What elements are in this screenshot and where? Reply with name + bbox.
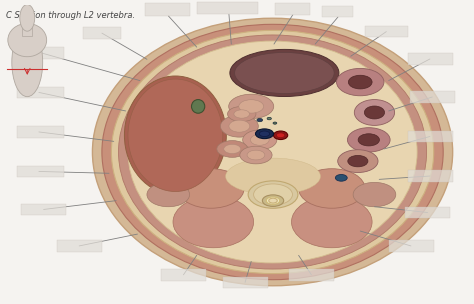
- Ellipse shape: [234, 110, 249, 118]
- Ellipse shape: [102, 24, 443, 280]
- Ellipse shape: [257, 119, 263, 122]
- Ellipse shape: [348, 155, 368, 167]
- Ellipse shape: [224, 144, 241, 154]
- Ellipse shape: [348, 75, 372, 89]
- Ellipse shape: [239, 100, 264, 113]
- Ellipse shape: [355, 100, 394, 126]
- Ellipse shape: [111, 30, 434, 274]
- Ellipse shape: [347, 128, 390, 152]
- Ellipse shape: [337, 68, 384, 96]
- Ellipse shape: [273, 131, 288, 140]
- FancyBboxPatch shape: [57, 240, 102, 252]
- Ellipse shape: [147, 182, 190, 207]
- FancyBboxPatch shape: [145, 3, 190, 16]
- Ellipse shape: [262, 195, 283, 206]
- FancyBboxPatch shape: [197, 2, 258, 14]
- FancyBboxPatch shape: [275, 3, 310, 15]
- FancyBboxPatch shape: [17, 166, 64, 177]
- Ellipse shape: [173, 196, 254, 248]
- FancyBboxPatch shape: [389, 240, 434, 252]
- FancyBboxPatch shape: [405, 207, 450, 218]
- FancyBboxPatch shape: [17, 126, 64, 138]
- Ellipse shape: [240, 146, 272, 164]
- FancyBboxPatch shape: [408, 53, 453, 65]
- FancyBboxPatch shape: [21, 204, 66, 215]
- FancyBboxPatch shape: [322, 6, 353, 17]
- Ellipse shape: [226, 158, 320, 195]
- Ellipse shape: [229, 120, 250, 132]
- Ellipse shape: [269, 198, 277, 203]
- Ellipse shape: [299, 169, 365, 208]
- Ellipse shape: [243, 130, 277, 150]
- FancyBboxPatch shape: [83, 27, 121, 39]
- Ellipse shape: [337, 150, 378, 173]
- Text: C Section through L2 vertebra.: C Section through L2 vertebra.: [6, 11, 135, 20]
- FancyBboxPatch shape: [408, 170, 453, 182]
- Ellipse shape: [273, 122, 277, 124]
- Ellipse shape: [247, 150, 265, 160]
- Ellipse shape: [124, 76, 226, 195]
- Ellipse shape: [118, 35, 427, 269]
- Ellipse shape: [8, 23, 46, 57]
- FancyBboxPatch shape: [223, 277, 268, 288]
- Ellipse shape: [20, 5, 35, 31]
- Ellipse shape: [335, 174, 347, 181]
- FancyBboxPatch shape: [365, 26, 408, 37]
- Ellipse shape: [230, 49, 339, 97]
- Ellipse shape: [228, 94, 274, 119]
- Ellipse shape: [191, 99, 205, 113]
- Ellipse shape: [358, 134, 379, 146]
- FancyBboxPatch shape: [161, 269, 206, 281]
- FancyBboxPatch shape: [408, 131, 453, 142]
- Ellipse shape: [292, 196, 372, 248]
- Ellipse shape: [353, 182, 396, 207]
- Bar: [22, 22, 32, 36]
- Ellipse shape: [228, 106, 256, 122]
- Ellipse shape: [267, 117, 271, 120]
- Ellipse shape: [217, 141, 247, 157]
- Ellipse shape: [178, 169, 244, 208]
- Ellipse shape: [235, 52, 334, 94]
- Ellipse shape: [220, 115, 258, 137]
- Ellipse shape: [128, 41, 417, 263]
- Ellipse shape: [365, 106, 384, 119]
- Ellipse shape: [259, 131, 270, 136]
- Ellipse shape: [276, 133, 285, 138]
- Ellipse shape: [248, 181, 298, 208]
- FancyBboxPatch shape: [19, 47, 64, 59]
- FancyBboxPatch shape: [410, 91, 455, 103]
- Ellipse shape: [128, 79, 223, 192]
- FancyBboxPatch shape: [289, 269, 334, 281]
- FancyBboxPatch shape: [17, 87, 64, 98]
- Ellipse shape: [92, 18, 453, 286]
- Ellipse shape: [12, 28, 43, 97]
- Ellipse shape: [250, 134, 269, 145]
- Ellipse shape: [266, 197, 280, 204]
- Ellipse shape: [255, 129, 273, 139]
- Ellipse shape: [254, 184, 292, 205]
